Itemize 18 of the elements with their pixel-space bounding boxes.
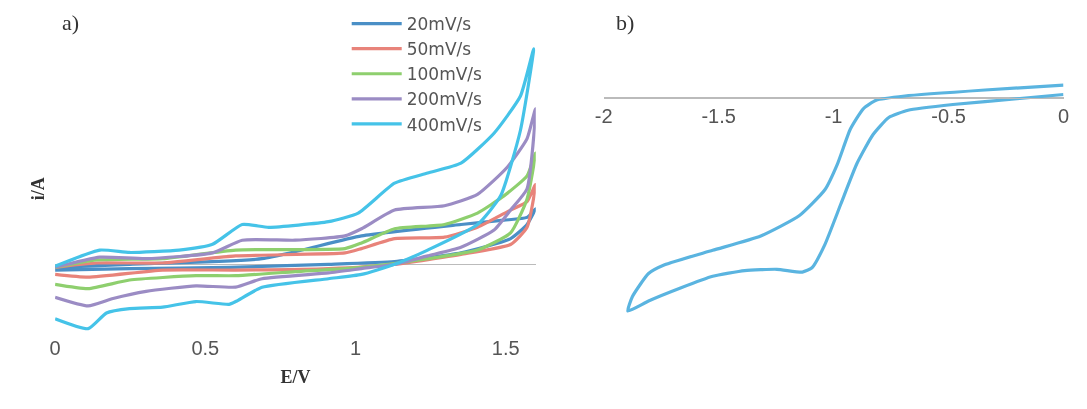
x-tick-label: 0 <box>1057 104 1070 127</box>
x-tick-label: -0.5 <box>931 104 966 127</box>
chart-title: a) <box>62 10 80 35</box>
x-tick-label: 0.5 <box>191 337 220 360</box>
legend-label: 200mV/s <box>406 89 483 110</box>
x-tick-label: -1 <box>824 104 843 127</box>
x-tick-label: 1.5 <box>491 337 520 360</box>
x-tick-label: 0 <box>49 337 61 360</box>
chart-title: b) <box>616 10 635 35</box>
y-axis-title: i/A <box>28 177 49 201</box>
legend-label: 400mV/s <box>406 114 483 135</box>
x-tick-label: -2 <box>594 104 613 127</box>
x-tick-label: 1 <box>349 337 362 360</box>
legend-label: 50mV/s <box>406 39 472 60</box>
x-tick-label: -1.5 <box>701 104 736 127</box>
x-axis-title: E/V <box>280 367 311 388</box>
legend-label: 100mV/s <box>406 64 483 85</box>
legend-label: 20mV/s <box>406 14 472 35</box>
